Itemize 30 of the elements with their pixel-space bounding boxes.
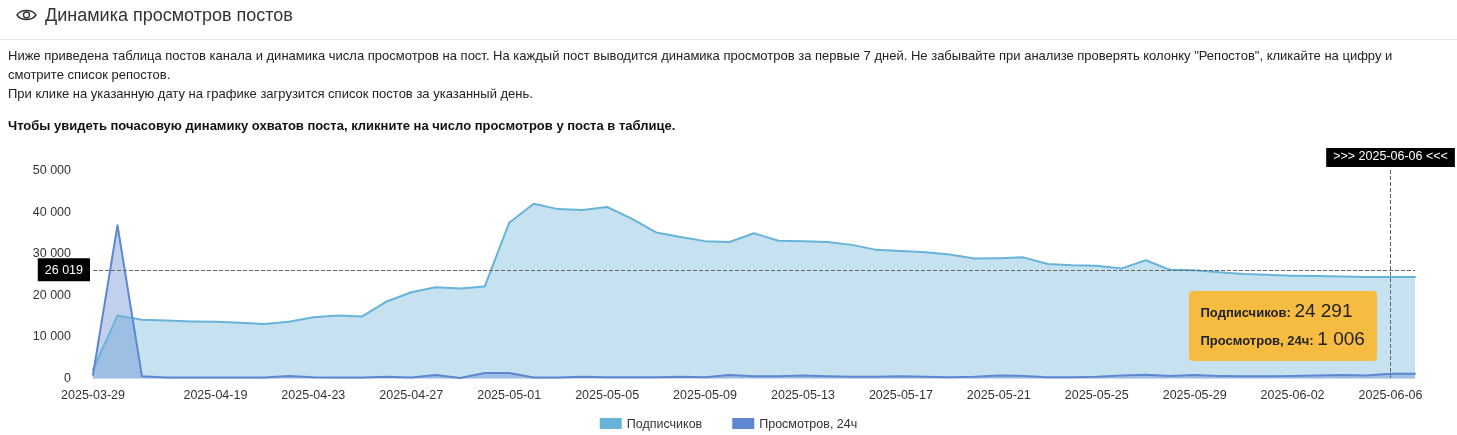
chart-subtitle: Ниже приведена таблица постов канала и динамика числа просмотров на пост. На каждый пост выводится динамика просмотров за первые 7 дней. Не забывайте при анализе проверять колонку "Репостов", кликайте на цифру и смотрите список репостов. При клике на указанную дату на графике загрузится список постов за указанный день.	[8, 47, 1394, 103]
x-tick-label: 2025-05-13	[770, 387, 835, 402]
legend-label: Подписчиков	[626, 416, 703, 431]
ref-line-label: >>> 2025-06-06 <<<	[1333, 148, 1448, 163]
y-tick-label: 20 000	[32, 287, 72, 302]
tooltip-box: Подписчиков: 24 291 Просмотров, 24ч: 1 006	[1188, 290, 1377, 361]
x-tick-label: 2025-06-06	[1358, 387, 1423, 402]
x-tick-label: 2025-04-23	[281, 387, 346, 402]
x-tick-label: 2025-06-02	[1260, 387, 1325, 402]
x-tick-label: 2025-05-17	[868, 387, 933, 402]
y-tick-label: 10 000	[32, 329, 72, 344]
text: Чтобы увидеть почасовую динамику охватов поста, кликните на число просмотров у поста в таблице.	[8, 117, 677, 135]
ref-line-label: 26 019	[44, 262, 84, 277]
y-tick-label: 0	[64, 371, 72, 385]
legend-label: Просмотров, 24ч	[759, 416, 858, 431]
chart-title: Динамика просмотров постов	[45, 4, 293, 26]
y-tick-label: 50 000	[32, 163, 72, 177]
annotation: Просмотров, 24ч: 1 006	[1200, 327, 1365, 349]
x-tick-label: 2025-05-29	[1162, 387, 1227, 402]
x-tick-label: 2025-05-01	[477, 387, 542, 402]
x-tick-label: 2025-03-29	[61, 387, 126, 402]
x-tick-label: 2025-04-19	[183, 387, 248, 402]
x-tick-label: 2025-05-25	[1064, 387, 1129, 402]
x-tick-label: 2025-05-21	[966, 387, 1031, 402]
x-tick-label: 2025-04-27	[379, 387, 444, 402]
x-tick-label: 2025-05-09	[673, 387, 738, 402]
annotation: Подписчиков: 24 291	[1200, 299, 1353, 321]
y-tick-label: 40 000	[32, 204, 72, 219]
x-tick-label: 2025-05-05	[575, 387, 640, 402]
y-tick-label: 30 000	[32, 246, 72, 261]
